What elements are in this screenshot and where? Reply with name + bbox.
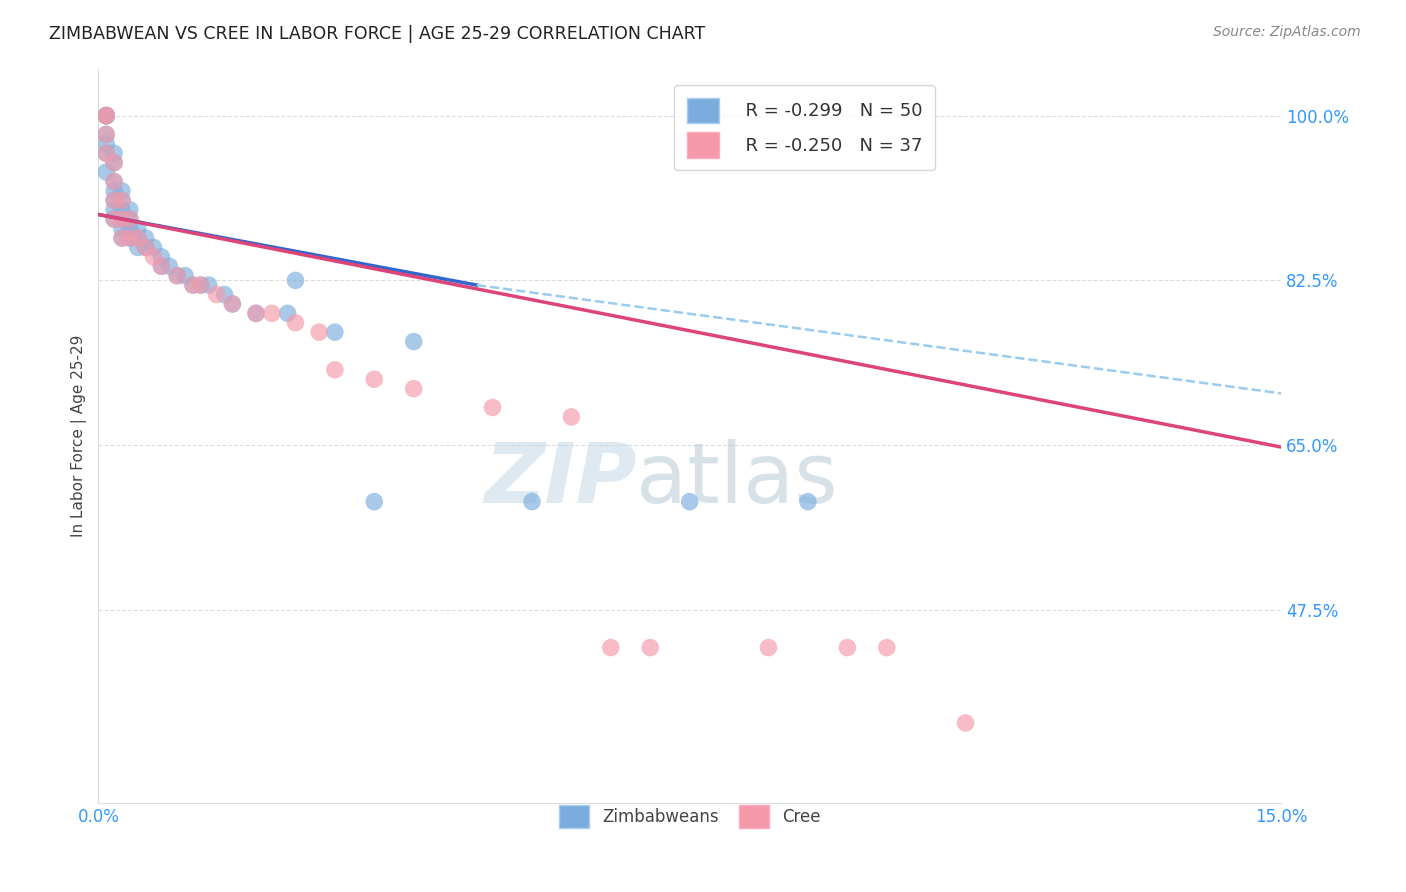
Point [118,212,141,227]
Point [308,325,330,339]
Point [127,240,149,254]
Point [638,640,661,655]
Point [135,240,157,254]
Point [402,334,425,349]
Point [118,221,141,235]
Point [96,136,118,151]
Point [197,278,219,293]
Point [118,212,141,227]
Point [111,212,134,227]
Point [955,715,977,730]
Point [103,155,125,169]
Point [520,494,543,508]
Text: ZIP: ZIP [484,439,637,520]
Point [323,363,346,377]
Point [111,221,134,235]
Point [111,194,134,208]
Point [127,231,149,245]
Point [103,202,125,217]
Point [111,184,134,198]
Point [402,382,425,396]
Text: atlas: atlas [637,439,838,520]
Point [679,494,702,508]
Point [284,273,307,287]
Point [111,212,134,227]
Point [96,109,118,123]
Point [96,128,118,142]
Point [103,174,125,188]
Point [96,146,118,161]
Point [758,640,780,655]
Point [599,640,621,655]
Point [118,231,141,245]
Point [245,306,267,320]
Point [166,268,188,283]
Point [127,221,149,235]
Point [205,287,228,301]
Point [142,250,165,264]
Point [166,268,188,283]
Point [323,325,346,339]
Point [96,109,118,123]
Point [142,240,165,254]
Point [174,268,197,283]
Point [277,306,299,320]
Y-axis label: In Labor Force | Age 25-29: In Labor Force | Age 25-29 [72,334,87,537]
Point [221,297,243,311]
Point [103,212,125,227]
Point [260,306,283,320]
Point [150,250,173,264]
Point [103,174,125,188]
Point [96,165,118,179]
Point [103,194,125,208]
Point [96,128,118,142]
Point [363,494,385,508]
Point [103,212,125,227]
Point [221,297,243,311]
Point [103,184,125,198]
Point [96,146,118,161]
Point [797,494,820,508]
Text: ZIMBABWEAN VS CREE IN LABOR FORCE | AGE 25-29 CORRELATION CHART: ZIMBABWEAN VS CREE IN LABOR FORCE | AGE … [49,25,706,43]
Point [96,109,118,123]
Point [245,306,267,320]
Legend: Zimbabweans, Cree: Zimbabweans, Cree [553,798,827,835]
Point [876,640,898,655]
Point [118,231,141,245]
Point [111,202,134,217]
Point [181,278,204,293]
Point [214,287,236,301]
Point [481,401,503,415]
Point [284,316,307,330]
Point [135,240,157,254]
Point [103,155,125,169]
Point [190,278,212,293]
Point [837,640,859,655]
Point [157,259,180,273]
Point [181,278,204,293]
Point [96,109,118,123]
Point [150,259,173,273]
Point [363,372,385,386]
Point [150,259,173,273]
Point [560,409,582,424]
Point [118,202,141,217]
Point [96,109,118,123]
Point [111,231,134,245]
Point [96,109,118,123]
Point [111,231,134,245]
Point [103,146,125,161]
Point [127,231,149,245]
Point [190,278,212,293]
Point [111,194,134,208]
Point [103,194,125,208]
Point [135,231,157,245]
Text: Source: ZipAtlas.com: Source: ZipAtlas.com [1213,25,1361,39]
